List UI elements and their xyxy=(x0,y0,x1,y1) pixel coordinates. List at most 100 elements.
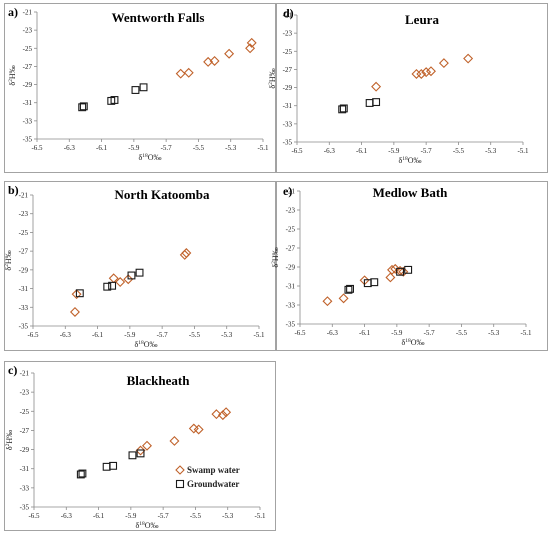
groundwater-point xyxy=(344,285,353,294)
swamp-water-point xyxy=(71,289,82,300)
y-axis-label: δ2H‰ xyxy=(5,430,14,450)
y-tick-label: -23 xyxy=(19,210,29,218)
swamp-water-point xyxy=(209,56,220,66)
legend-groundwater-marker xyxy=(175,479,185,489)
x-axis-label: δ18O‰ xyxy=(134,340,157,349)
swamp-water-point xyxy=(416,68,427,79)
groundwater-point xyxy=(139,83,148,92)
x-tick-label: -6.5 xyxy=(28,512,40,520)
y-tick-label: -27 xyxy=(20,427,30,435)
panel-letter: a) xyxy=(8,5,18,19)
groundwater-point xyxy=(339,104,348,113)
x-tick-label: -6.1 xyxy=(356,147,368,155)
y-tick-label: -21 xyxy=(286,188,296,196)
swamp-water-point xyxy=(371,81,382,92)
groundwater-point xyxy=(128,451,137,460)
swamp-water-point xyxy=(211,409,222,420)
swamp-water-point xyxy=(69,306,80,317)
swamp-water-point xyxy=(135,445,146,456)
groundwater-point xyxy=(108,281,117,290)
y-tick-label: -35 xyxy=(20,504,30,512)
y-tick-label: -25 xyxy=(20,408,30,416)
x-tick-label: -5.7 xyxy=(421,147,433,155)
swamp-water-point xyxy=(390,263,401,274)
panel-frame xyxy=(276,181,548,351)
y-tick-label: -27 xyxy=(286,245,296,253)
x-tick-label: -5.3 xyxy=(225,144,237,152)
x-tick-label: -5.5 xyxy=(456,329,468,337)
y-axis-label: δ2H‰ xyxy=(271,247,280,267)
x-tick-label: -5.1 xyxy=(254,512,266,520)
x-tick-label: -5.1 xyxy=(520,329,532,337)
groundwater-point xyxy=(75,289,84,298)
x-tick-label: -6.3 xyxy=(64,144,76,152)
y-tick-label: -33 xyxy=(283,120,293,128)
x-tick-label: -5.5 xyxy=(190,512,202,520)
y-tick-label: -25 xyxy=(286,226,296,234)
x-tick-label: -5.9 xyxy=(128,144,140,152)
groundwater-point xyxy=(396,267,405,276)
y-tick-label: -23 xyxy=(23,27,33,35)
x-tick-label: -5.3 xyxy=(221,331,233,339)
groundwater-point xyxy=(135,268,144,277)
y-tick-label: -35 xyxy=(283,139,293,147)
x-tick-label: -5.9 xyxy=(388,147,400,155)
x-tick-label: -5.7 xyxy=(157,331,169,339)
x-tick-label: -6.3 xyxy=(60,331,72,339)
swamp-water-point xyxy=(322,296,333,307)
groundwater-point xyxy=(370,278,379,287)
y-tick-label: -33 xyxy=(23,117,33,125)
y-tick-label: -29 xyxy=(286,264,296,272)
panel-frame xyxy=(4,3,276,173)
swamp-water-point xyxy=(183,67,194,78)
y-tick-label: -33 xyxy=(286,302,296,310)
swamp-water-point xyxy=(181,248,192,258)
x-tick-label: -5.7 xyxy=(158,512,170,520)
groundwater-point xyxy=(136,449,145,458)
y-axis-label: δ2H‰ xyxy=(4,250,13,270)
x-tick-label: -5.7 xyxy=(161,144,173,152)
y-tick-label: -21 xyxy=(20,370,30,378)
x-tick-label: -5.5 xyxy=(193,144,205,152)
groundwater-point xyxy=(76,470,85,479)
x-tick-label: -5.5 xyxy=(189,331,201,339)
panel-title: Medlow Bath xyxy=(373,185,449,200)
y-tick-label: -21 xyxy=(23,9,33,17)
x-axis-label: δ18O‰ xyxy=(398,156,421,165)
x-tick-label: -6.1 xyxy=(93,512,105,520)
x-tick-label: -6.3 xyxy=(324,147,336,155)
swamp-water-point xyxy=(193,424,204,435)
swamp-water-point xyxy=(387,264,397,275)
swamp-water-point xyxy=(421,67,432,78)
panel-letter: c) xyxy=(8,363,17,377)
swamp-water-point xyxy=(398,266,409,277)
groundwater-point xyxy=(102,462,111,471)
y-tick-label: -23 xyxy=(20,389,30,397)
x-axis-label: δ18O‰ xyxy=(401,338,424,347)
swamp-water-point xyxy=(338,293,349,304)
y-tick-label: -25 xyxy=(283,48,293,56)
legend: Swamp water Groundwater xyxy=(175,465,240,489)
x-tick-label: -6.5 xyxy=(31,144,43,152)
y-tick-label: -25 xyxy=(19,229,29,237)
y-tick-label: -35 xyxy=(286,321,296,329)
x-tick-label: -5.1 xyxy=(517,147,529,155)
panel-title: North Katoomba xyxy=(115,187,210,202)
swamp-water-point xyxy=(224,48,235,59)
groundwater-point xyxy=(78,103,87,112)
legend-swamp-marker xyxy=(175,465,185,475)
swamp-water-point xyxy=(175,68,186,79)
swamp-water-point xyxy=(246,37,257,48)
y-tick-label: -33 xyxy=(20,484,30,492)
y-tick-label: -29 xyxy=(23,81,33,89)
x-tick-label: -6.1 xyxy=(92,331,104,339)
y-tick-label: -31 xyxy=(23,99,33,107)
groundwater-point xyxy=(103,282,112,291)
y-tick-label: -29 xyxy=(283,84,293,92)
legend-swamp-label: Swamp water xyxy=(187,465,240,475)
swamp-water-point xyxy=(463,53,474,64)
x-tick-label: -5.7 xyxy=(424,329,436,337)
x-tick-label: -6.3 xyxy=(327,329,339,337)
x-tick-label: -6.5 xyxy=(27,331,39,339)
swamp-water-point xyxy=(426,66,436,77)
